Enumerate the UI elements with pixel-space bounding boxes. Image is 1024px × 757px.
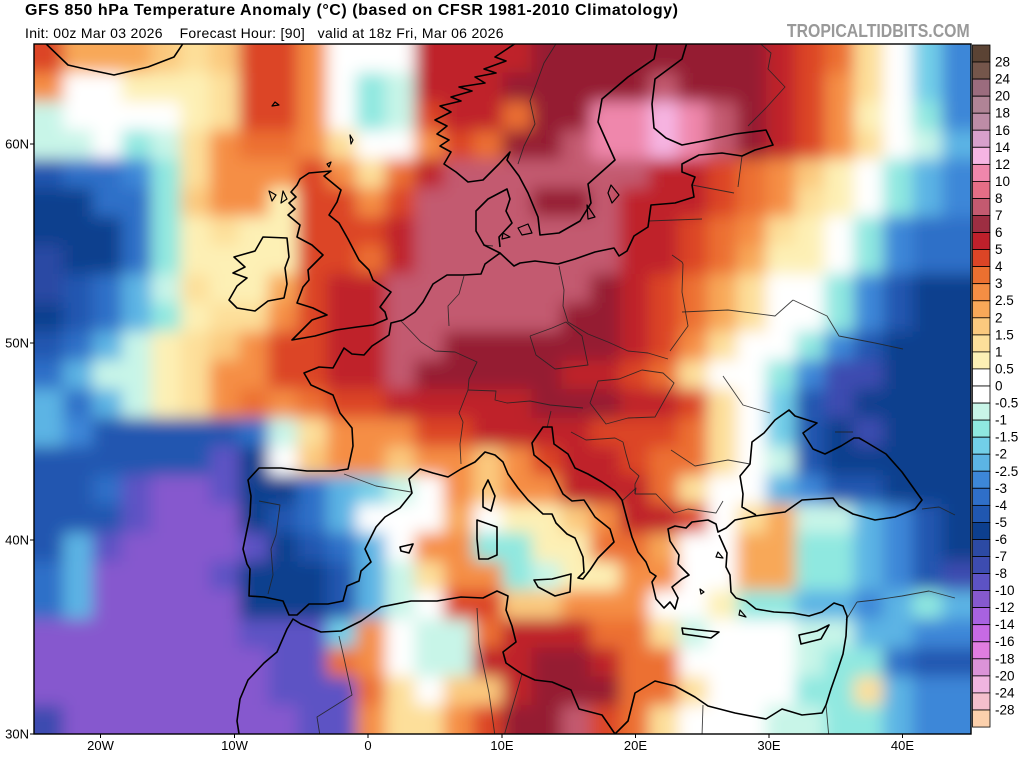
svg-text:20: 20 [995, 89, 1010, 104]
svg-text:40N: 40N [5, 533, 29, 548]
svg-text:0.5: 0.5 [995, 361, 1014, 376]
svg-text:7: 7 [995, 208, 1003, 223]
svg-text:0: 0 [995, 379, 1003, 394]
svg-text:-1: -1 [995, 413, 1007, 428]
svg-text:-6: -6 [995, 532, 1007, 547]
svg-text:-0.5: -0.5 [995, 396, 1018, 411]
svg-text:4: 4 [995, 259, 1003, 274]
svg-text:-2.5: -2.5 [995, 464, 1018, 479]
svg-text:-12: -12 [995, 600, 1015, 615]
svg-text:10E: 10E [490, 738, 513, 753]
svg-text:6: 6 [995, 225, 1003, 240]
svg-text:50N: 50N [5, 336, 29, 351]
svg-text:60N: 60N [5, 137, 29, 152]
svg-text:-10: -10 [995, 583, 1015, 598]
svg-text:18: 18 [995, 106, 1010, 121]
svg-text:-16: -16 [995, 634, 1015, 649]
svg-text:2.5: 2.5 [995, 293, 1014, 308]
svg-text:-14: -14 [995, 617, 1015, 632]
svg-text:0: 0 [364, 738, 371, 753]
svg-text:10: 10 [995, 174, 1010, 189]
svg-text:-7: -7 [995, 549, 1007, 564]
svg-text:-1.5: -1.5 [995, 430, 1018, 445]
svg-text:30E: 30E [757, 738, 780, 753]
svg-text:28: 28 [995, 55, 1010, 70]
svg-text:20W: 20W [87, 738, 114, 753]
svg-text:20E: 20E [624, 738, 647, 753]
svg-text:14: 14 [995, 140, 1011, 155]
svg-text:2: 2 [995, 310, 1003, 325]
svg-text:-3: -3 [995, 481, 1007, 496]
svg-text:8: 8 [995, 191, 1003, 206]
svg-text:10W: 10W [221, 738, 248, 753]
svg-text:3: 3 [995, 276, 1003, 291]
svg-text:40E: 40E [891, 738, 914, 753]
svg-text:-28: -28 [995, 703, 1015, 718]
svg-text:-8: -8 [995, 566, 1007, 581]
svg-text:-4: -4 [995, 498, 1007, 513]
svg-text:24: 24 [995, 72, 1011, 87]
svg-text:12: 12 [995, 157, 1010, 172]
svg-text:-18: -18 [995, 651, 1015, 666]
svg-text:30N: 30N [5, 727, 29, 742]
svg-text:-2: -2 [995, 447, 1007, 462]
svg-text:-20: -20 [995, 668, 1015, 683]
svg-text:1.5: 1.5 [995, 327, 1014, 342]
svg-text:5: 5 [995, 242, 1003, 257]
svg-text:-5: -5 [995, 515, 1007, 530]
svg-text:16: 16 [995, 123, 1010, 138]
svg-text:-24: -24 [995, 685, 1015, 700]
svg-text:1: 1 [995, 344, 1003, 359]
